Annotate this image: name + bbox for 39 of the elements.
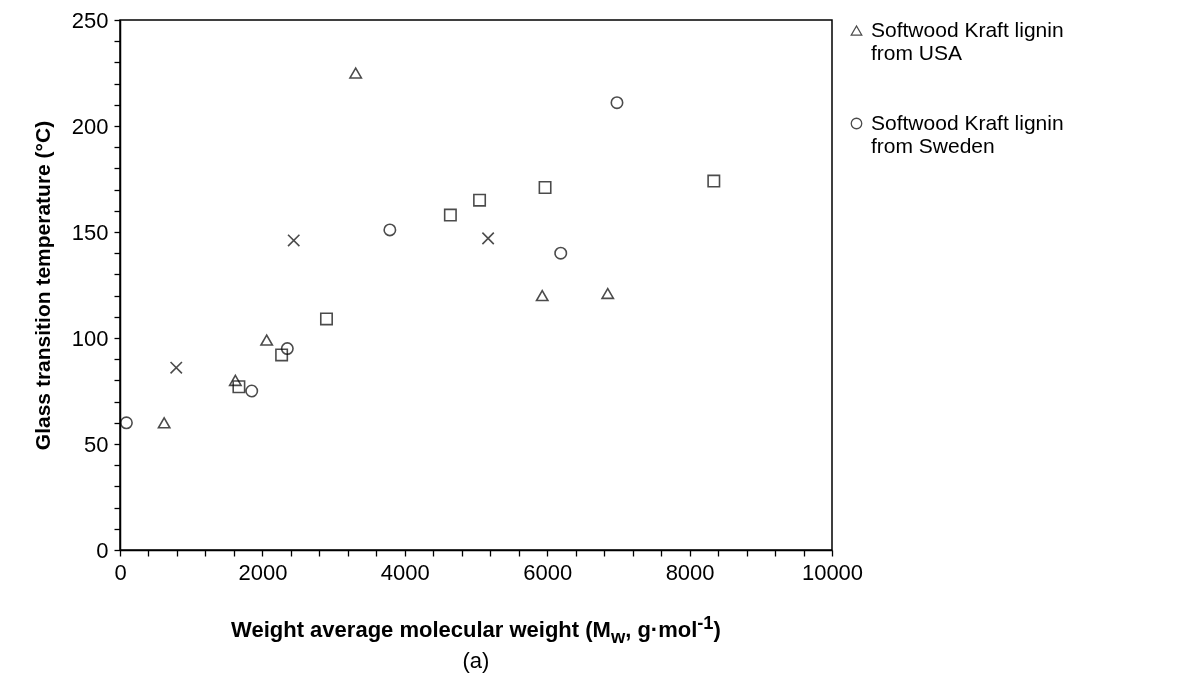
legend-label: Softwood Kraft lignin from USA [871, 17, 1064, 64]
x-tick-label: 0 [114, 559, 127, 585]
x-tick-label: 4000 [380, 559, 430, 585]
point [119, 416, 133, 430]
point [601, 287, 615, 300]
point [610, 96, 624, 110]
point [538, 180, 552, 194]
point [481, 231, 495, 245]
x-tick-label: 8000 [665, 559, 715, 585]
y-axis-title: Glass transition temperature (°C) [30, 120, 54, 451]
point [473, 193, 487, 207]
point [535, 289, 549, 302]
point [157, 417, 171, 429]
point [169, 361, 183, 375]
point [349, 67, 363, 79]
point [245, 384, 259, 398]
x-tick-label: 6000 [523, 559, 573, 585]
point [554, 246, 568, 260]
y-tick-label: 150 [71, 219, 109, 245]
point [707, 174, 721, 188]
point [228, 374, 242, 387]
y-tick-label: 100 [71, 325, 109, 351]
point [383, 223, 397, 237]
y-tick-label: 200 [71, 113, 109, 139]
legend-label: Softwood Kraft lignin from Sweden [871, 110, 1064, 157]
x-tick-label: 10000 [801, 559, 864, 585]
point [232, 380, 246, 394]
point [319, 312, 333, 326]
y-tick-label: 0 [96, 537, 109, 563]
y-tick-label: 250 [71, 7, 109, 33]
point [443, 208, 457, 222]
point [260, 334, 274, 346]
point [280, 342, 294, 356]
point [275, 348, 289, 362]
x-axis-title: Weight average molecular weight (M$_{w}$, g·mol$^{-1}$) [230, 612, 722, 648]
x-tick-label: 2000 [238, 559, 288, 585]
point [287, 233, 301, 247]
y-tick-label: 50 [84, 431, 109, 457]
text: (a) [461, 648, 491, 674]
